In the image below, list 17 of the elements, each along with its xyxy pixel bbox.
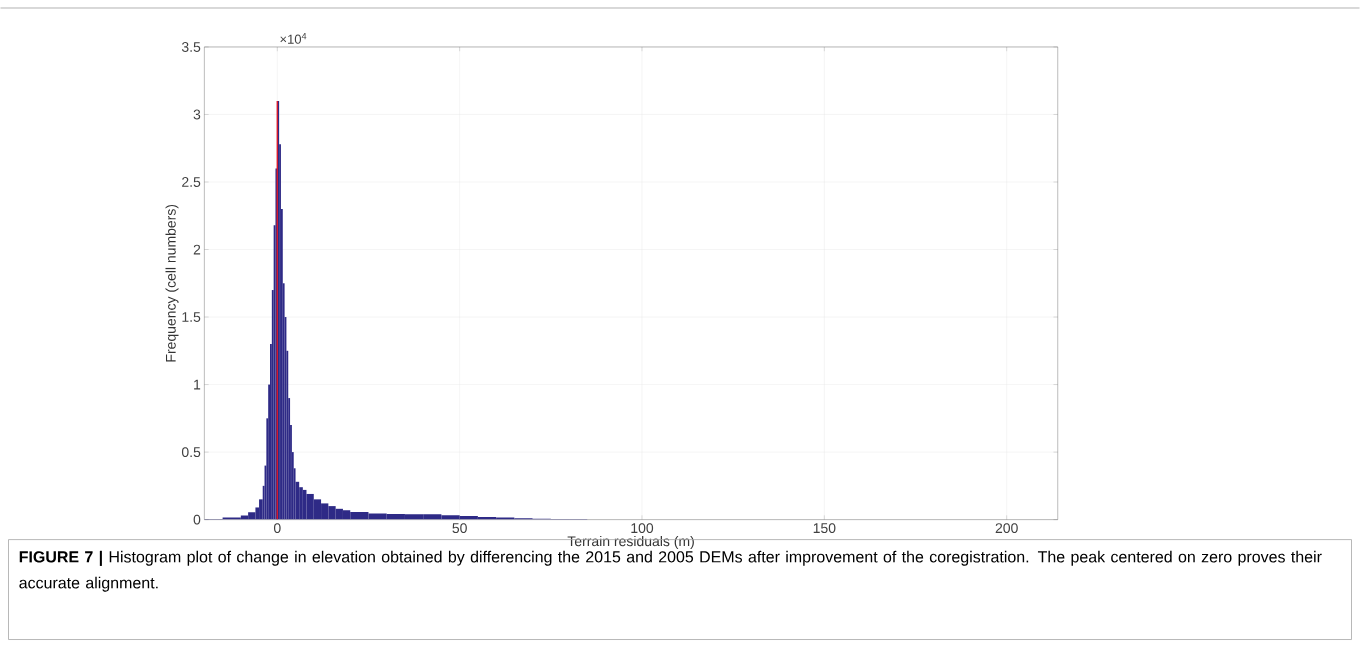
- y-tick-label: 0.5: [181, 447, 201, 458]
- y-tick-label: 0: [193, 514, 201, 525]
- y-tick-label: 2: [193, 244, 201, 255]
- y-tick-label: 1: [194, 379, 201, 390]
- x-tick-label: 200: [995, 523, 1018, 534]
- text: ×10$^{4}$: [280, 33, 307, 44]
- y-tick-label: 2.5: [182, 177, 201, 188]
- y-axis-title: Frequency (cell numbers): [165, 205, 179, 362]
- x-axis-title: Terrain residuals (m): [567, 536, 694, 550]
- y-tick-label: 1.5: [182, 312, 201, 323]
- y-tick-label: 3: [193, 109, 201, 120]
- y-tick-label: 3.5: [181, 42, 201, 53]
- x-tick-label: 50: [452, 523, 467, 534]
- text: FIGURE 7 | Histogram plot of change in elevation obtained by differencing the 2015 and 2005 DEMs after improvement of the coregistration. The peak centered on zero proves their accurate alignment.: [19, 551, 1322, 592]
- x-tick-label: 100: [631, 523, 654, 534]
- x-tick-label: 150: [813, 523, 836, 534]
- x-tick-label: 0: [273, 523, 281, 534]
